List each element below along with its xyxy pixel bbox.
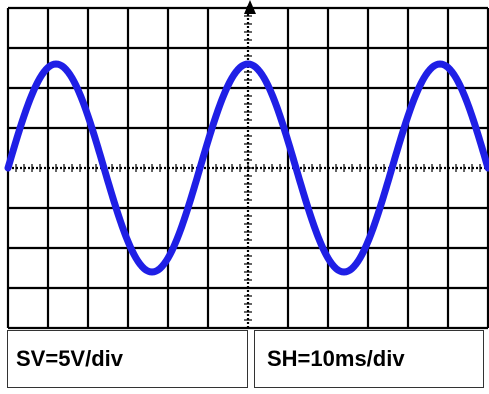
center-axes: [7, 6, 489, 329]
sine-waveform: [4, 60, 489, 276]
time-per-div-label: SH=10ms/div: [254, 330, 484, 388]
time-per-div-text: SH=10ms/div: [267, 346, 405, 371]
volts-per-div-label: SV=5V/div: [7, 330, 248, 388]
volts-per-div-text: SV=5V/div: [16, 346, 124, 371]
y-axis-arrow-icon: [244, 0, 256, 14]
